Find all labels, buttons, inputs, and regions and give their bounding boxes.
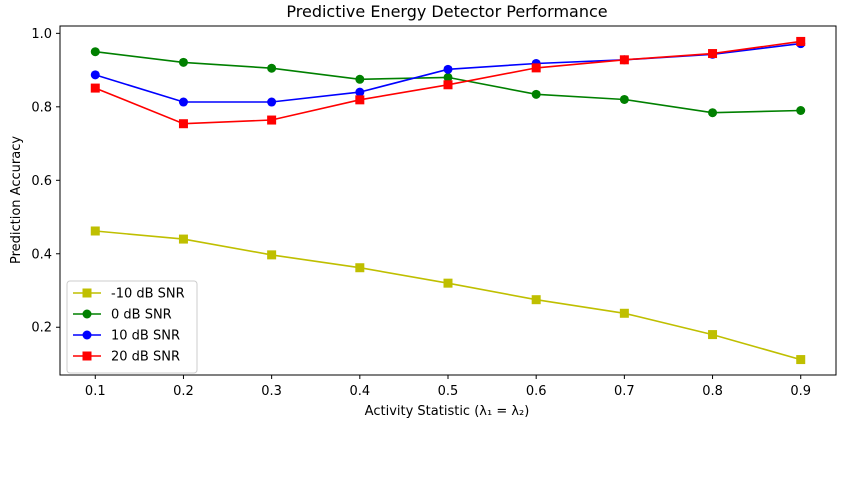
legend-item: 0 dB SNR [73, 308, 172, 323]
data-point [443, 64, 453, 74]
legend-label: 10 dB SNR [111, 329, 180, 344]
x-tick-label: 0.2 [173, 384, 194, 399]
data-point [90, 47, 100, 57]
plot-area [90, 36, 806, 365]
data-point [531, 63, 541, 73]
y-axis: 0.2 0.4 0.6 0.8 1.0 [31, 27, 60, 336]
legend-item: -10 dB SNR [73, 287, 185, 302]
legend-marker [82, 330, 92, 340]
legend-label: 0 dB SNR [111, 308, 172, 323]
data-point [267, 63, 277, 73]
y-tick-label: 0.2 [31, 321, 52, 336]
y-tick-label: 0.8 [31, 100, 52, 115]
y-tick-label: 1.0 [31, 27, 52, 42]
data-point [355, 87, 365, 97]
data-point [708, 330, 718, 340]
data-point [708, 49, 718, 59]
chart-title: Predictive Energy Detector Performance [286, 2, 607, 21]
series-0 [90, 226, 806, 365]
legend-marker [82, 288, 92, 298]
data-point [619, 308, 629, 318]
legend-item: 20 dB SNR [73, 350, 180, 365]
y-axis-label: Prediction Accuracy [9, 136, 24, 264]
y-tick-label: 0.4 [31, 247, 52, 262]
data-point [796, 36, 806, 46]
data-point [796, 105, 806, 115]
y-tick-label: 0.6 [31, 174, 52, 189]
data-point [267, 97, 277, 107]
data-point [619, 55, 629, 65]
series-3 [90, 36, 806, 129]
x-tick-label: 0.6 [526, 384, 547, 399]
x-tick-label: 0.9 [790, 384, 811, 399]
legend-label: -10 dB SNR [111, 287, 185, 302]
data-point [796, 355, 806, 365]
legend-label: 20 dB SNR [111, 350, 180, 365]
data-point [267, 115, 277, 125]
data-point [443, 80, 453, 90]
series-2 [90, 39, 806, 107]
data-point [443, 72, 453, 82]
legend-marker [82, 309, 92, 319]
data-point [355, 263, 365, 273]
legend-box [66, 280, 198, 374]
x-axis-label: Activity Statistic (λ₁ = λ₂) [365, 404, 530, 419]
x-tick-label: 0.3 [261, 384, 282, 399]
data-point [443, 278, 453, 288]
data-point [619, 94, 629, 104]
data-point [178, 119, 188, 129]
data-point [531, 89, 541, 99]
data-point [178, 97, 188, 107]
data-point [90, 70, 100, 80]
series-1 [90, 47, 806, 118]
x-tick-label: 0.7 [614, 384, 635, 399]
legend: -10 dB SNR 0 dB SNR 10 dB SNR 20 dB SNR [66, 280, 198, 374]
data-point [267, 250, 277, 260]
x-axis: 0.1 0.2 0.3 0.4 0.5 0.6 0.7 0.8 0.9 [85, 375, 811, 399]
legend-marker [82, 351, 92, 361]
data-point [90, 83, 100, 93]
data-point [355, 74, 365, 84]
data-point [178, 234, 188, 244]
series-line [95, 230, 801, 361]
x-tick-label: 0.5 [438, 384, 459, 399]
x-tick-label: 0.8 [702, 384, 723, 399]
x-tick-label: 0.4 [349, 384, 370, 399]
data-point [178, 57, 188, 67]
x-tick-label: 0.1 [85, 384, 106, 399]
data-point [355, 95, 365, 105]
data-point [708, 108, 718, 118]
data-point [531, 295, 541, 305]
legend-item: 10 dB SNR [73, 329, 180, 344]
data-point [90, 226, 100, 236]
